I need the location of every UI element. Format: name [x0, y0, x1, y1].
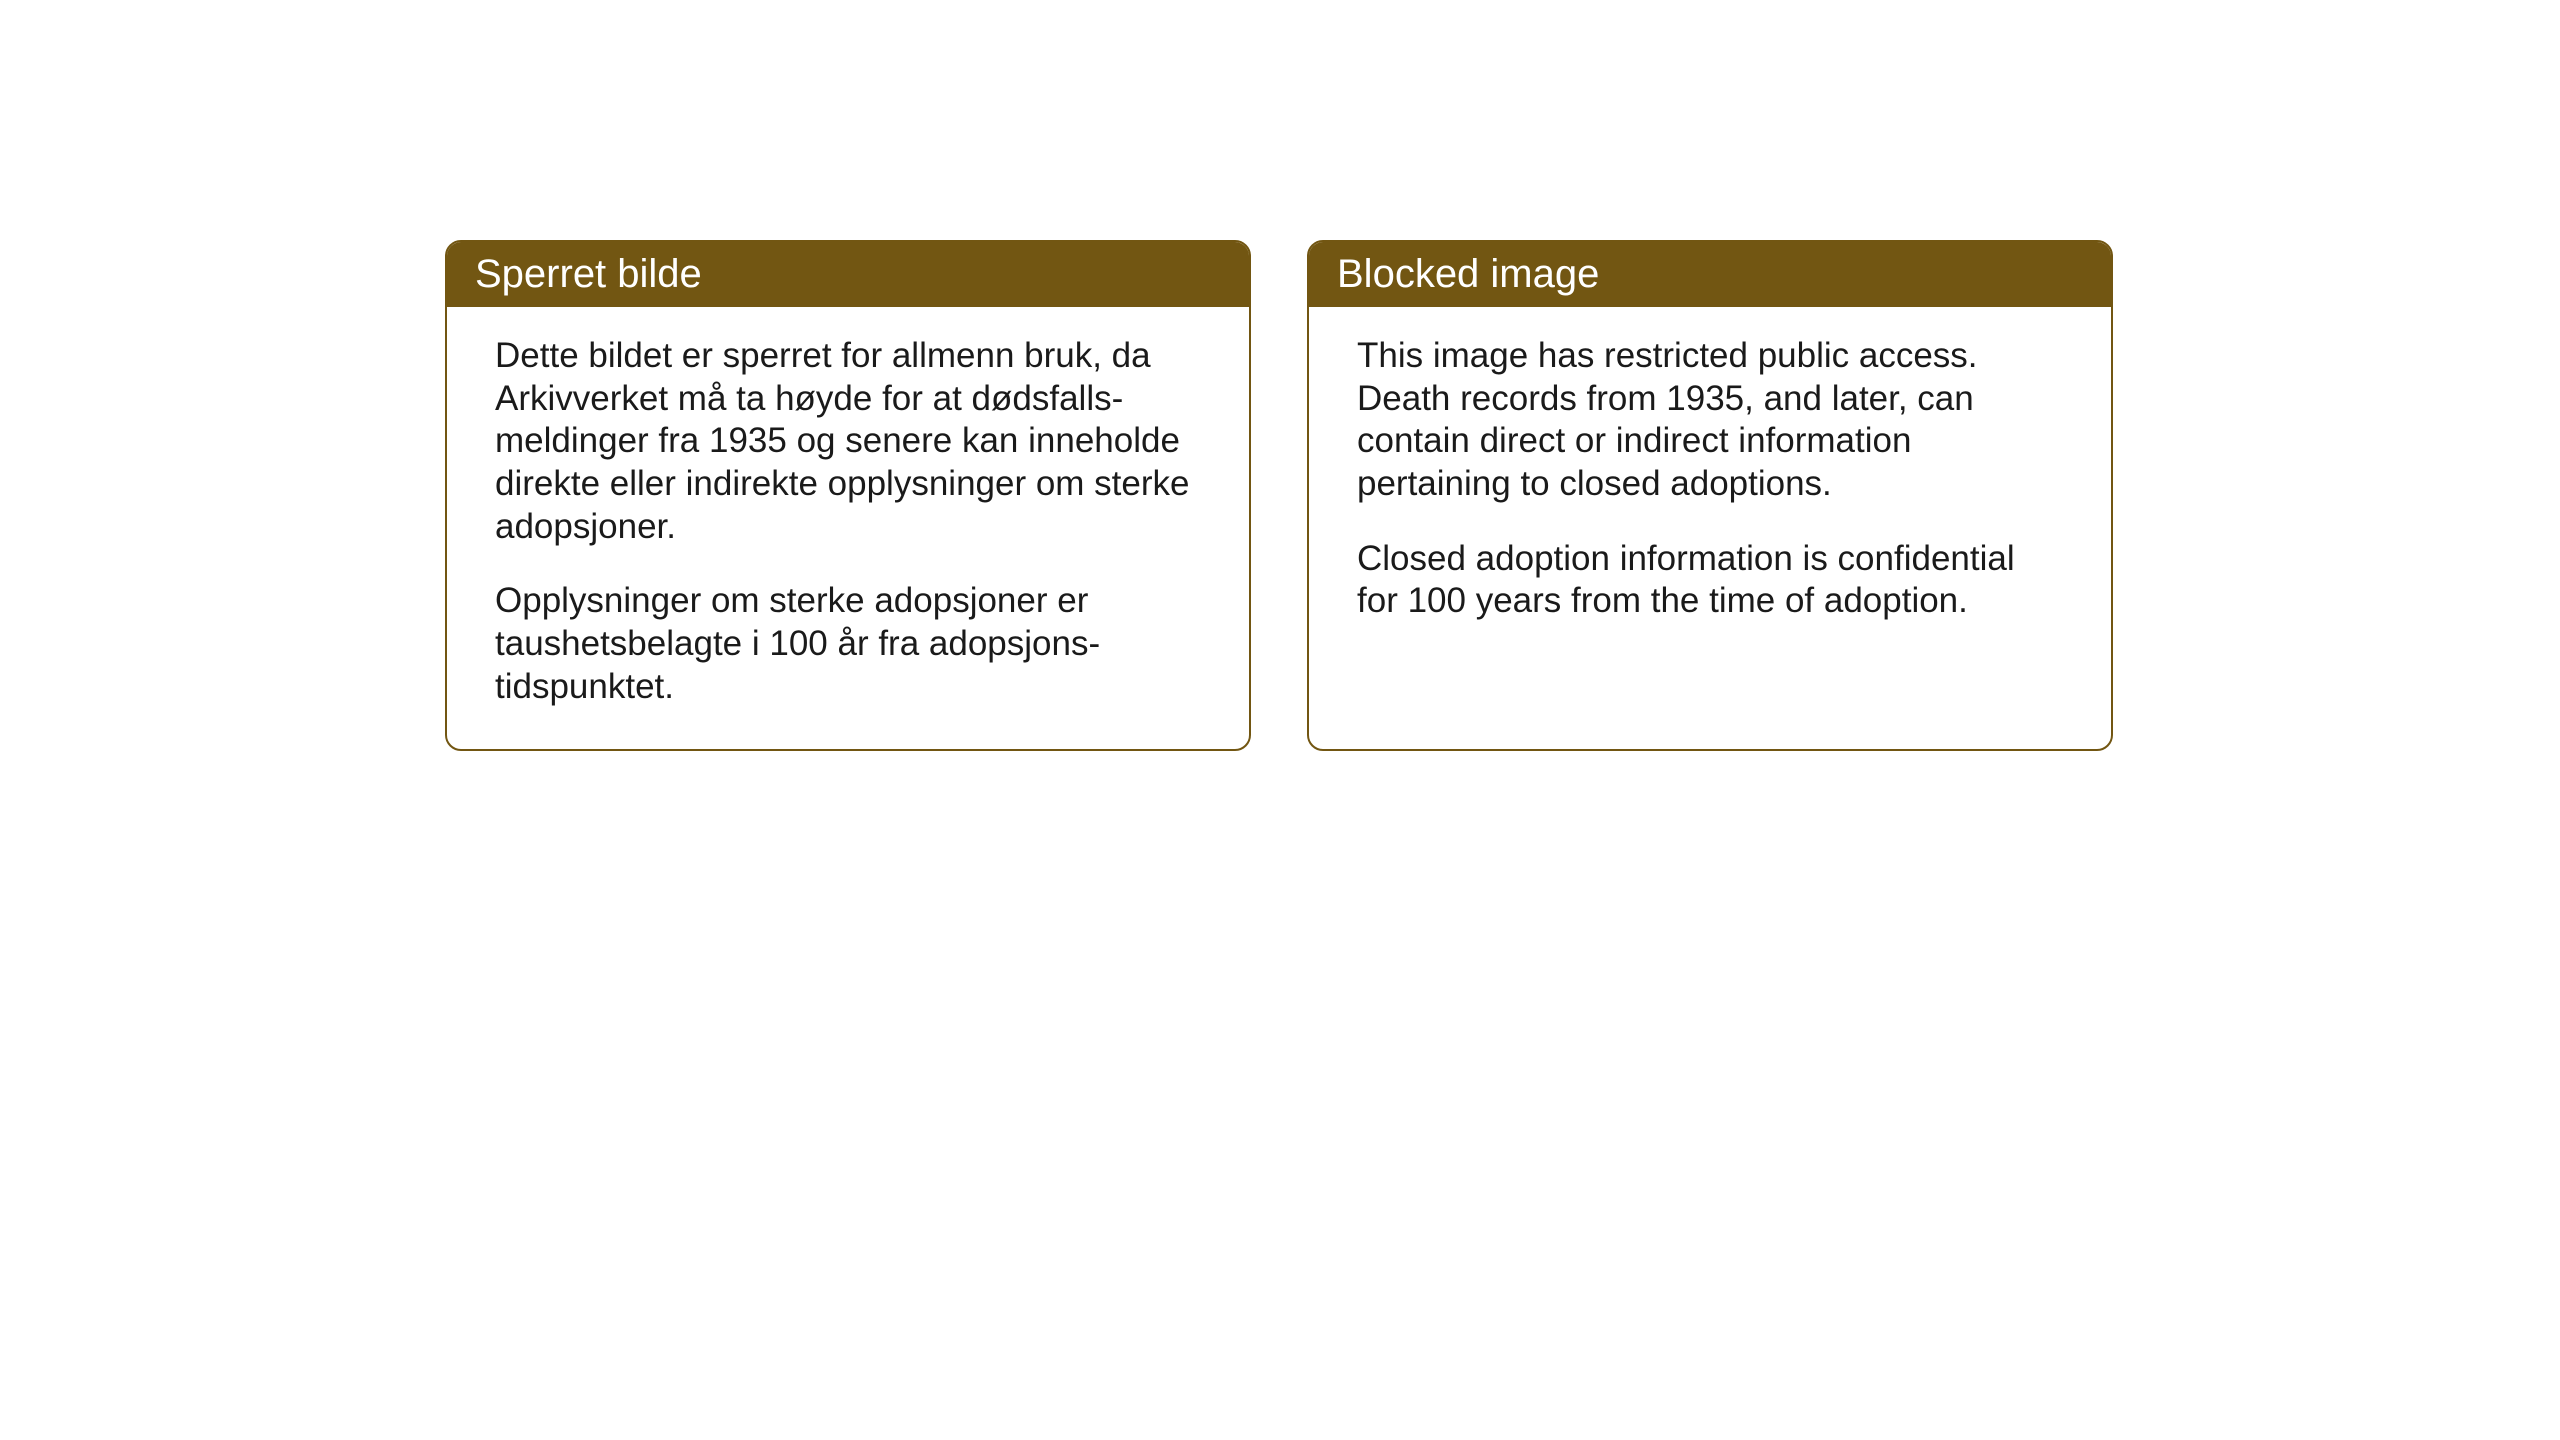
card-paragraph-2: Opplysninger om sterke adopsjoner er tau… [495, 580, 1201, 708]
card-paragraph-1: Dette bildet er sperret for allmenn bruk… [495, 335, 1201, 548]
card-header-english: Blocked image [1309, 242, 2111, 307]
card-paragraph-2: Closed adoption information is confident… [1357, 538, 2063, 623]
notice-card-english: Blocked image This image has restricted … [1307, 240, 2113, 751]
card-paragraph-1: This image has restricted public access.… [1357, 335, 2063, 506]
card-body-english: This image has restricted public access.… [1309, 307, 2111, 659]
notice-card-norwegian: Sperret bilde Dette bildet er sperret fo… [445, 240, 1251, 751]
card-header-norwegian: Sperret bilde [447, 242, 1249, 307]
card-body-norwegian: Dette bildet er sperret for allmenn bruk… [447, 307, 1249, 745]
card-title: Blocked image [1337, 252, 1599, 296]
notice-container: Sperret bilde Dette bildet er sperret fo… [445, 240, 2113, 751]
card-title: Sperret bilde [475, 252, 702, 296]
